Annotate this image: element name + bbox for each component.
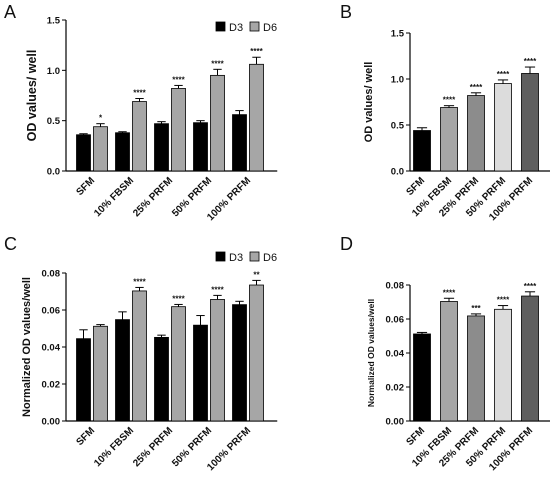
- x-category-label: SFM: [74, 175, 97, 198]
- significance-label: ****: [250, 47, 263, 56]
- bar: [494, 83, 512, 172]
- y-tick-label: 1.0: [47, 66, 60, 77]
- legend-label: D3: [229, 22, 243, 34]
- y-tick-label: 0.5: [47, 116, 61, 127]
- y-tick-label: 0.04: [386, 349, 405, 360]
- significance-label: **: [253, 270, 260, 279]
- significance-label: ****: [524, 57, 537, 66]
- bar: [232, 304, 247, 422]
- significance-label: ****: [524, 282, 537, 291]
- significance-label: *: [99, 114, 103, 123]
- bar: [249, 284, 264, 422]
- legend-swatch: [215, 21, 226, 32]
- bar: [171, 306, 186, 422]
- bar: [154, 336, 169, 422]
- bar: [132, 290, 147, 422]
- legend-swatch: [249, 21, 260, 32]
- bar: [76, 134, 91, 172]
- panel-label-b: B: [340, 2, 352, 22]
- bar: [440, 107, 458, 172]
- y-tick-label: 0.5: [391, 121, 405, 132]
- y-tick-label: 0.08: [42, 269, 61, 280]
- x-category-label: SFM: [404, 425, 427, 448]
- bar: [76, 338, 91, 422]
- bar: [115, 319, 130, 422]
- significance-label: ****: [497, 70, 510, 79]
- bar: [171, 88, 186, 172]
- bar: [132, 101, 147, 172]
- significance-label: ****: [172, 75, 185, 84]
- significance-label: ****: [133, 89, 146, 98]
- bar: [115, 132, 130, 172]
- bar: [193, 122, 208, 172]
- legend-swatch: [249, 251, 260, 262]
- y-tick-label: 1.5: [391, 29, 405, 40]
- bar: [413, 130, 431, 172]
- x-category-label: SFM: [404, 175, 427, 198]
- bar: [154, 123, 169, 172]
- significance-label: ****: [211, 285, 224, 294]
- legend-swatch: [215, 251, 226, 262]
- y-axis-title: Normalized OD values/well: [366, 299, 376, 407]
- y-tick-label: 0.02: [42, 380, 61, 391]
- significance-label: ****: [443, 288, 456, 297]
- y-tick-label: 0.0: [391, 167, 404, 178]
- bar: [494, 308, 512, 422]
- y-tick-label: 0.02: [386, 383, 405, 394]
- y-tick-label: 1.0: [391, 75, 404, 86]
- y-tick-label: 0.06: [42, 306, 61, 317]
- bar: [467, 95, 485, 172]
- y-axis-title: OD values/ well: [25, 50, 39, 142]
- bar: [521, 73, 539, 172]
- bar: [93, 126, 108, 172]
- y-tick-label: 0.00: [42, 417, 61, 428]
- panel-label-c: C: [4, 234, 17, 254]
- y-tick-label: 0.00: [386, 417, 405, 428]
- bar: [193, 324, 208, 422]
- y-tick-label: 0.08: [386, 281, 405, 292]
- panel-label-d: D: [340, 234, 353, 254]
- significance-label: ****: [172, 294, 185, 303]
- y-tick-label: 0.04: [42, 343, 61, 354]
- bar: [93, 325, 108, 422]
- chart-c: 0.00 0.02 0.04 0.06 0.08 Normalized OD values…: [21, 251, 278, 473]
- y-tick-label: 0.06: [386, 315, 405, 326]
- significance-label: ****: [211, 59, 224, 68]
- bar: [440, 301, 458, 422]
- x-category-label: 10% FBSM: [92, 175, 136, 219]
- significance-label: ****: [443, 96, 456, 105]
- bar: [232, 114, 247, 172]
- x-category-label: 25% PRFM: [131, 425, 175, 469]
- y-tick-label: 0.0: [47, 167, 60, 178]
- bar: [210, 299, 225, 422]
- significance-label: ***: [471, 304, 481, 313]
- y-tick-label: 1.5: [47, 16, 61, 27]
- y-axis-title: OD values/ well: [363, 62, 375, 143]
- panel-label-a: A: [4, 2, 16, 22]
- bar: [210, 74, 225, 172]
- bar: [467, 315, 485, 422]
- significance-label: ****: [133, 277, 146, 286]
- bar: [249, 63, 264, 172]
- significance-label: ****: [497, 296, 510, 305]
- x-category-label: SFM: [74, 425, 97, 448]
- y-axis-title: Normalized OD values/well: [21, 277, 33, 417]
- legend-label: D3: [229, 252, 243, 264]
- legend-label: D6: [263, 252, 277, 264]
- significance-label: ****: [470, 83, 483, 92]
- x-category-label: 10% FBSM: [92, 425, 136, 469]
- chart-a: 0.0 0.5 1.0 1.5 OD values/ well * SFM **** 10% F…: [25, 16, 278, 223]
- bar: [521, 295, 539, 422]
- legend-label: D6: [263, 22, 277, 34]
- chart-d: 0.00 0.02 0.04 0.06 0.08 Normalized OD values…: [366, 281, 550, 473]
- x-category-label: 25% PRFM: [131, 175, 175, 219]
- bar: [413, 333, 431, 422]
